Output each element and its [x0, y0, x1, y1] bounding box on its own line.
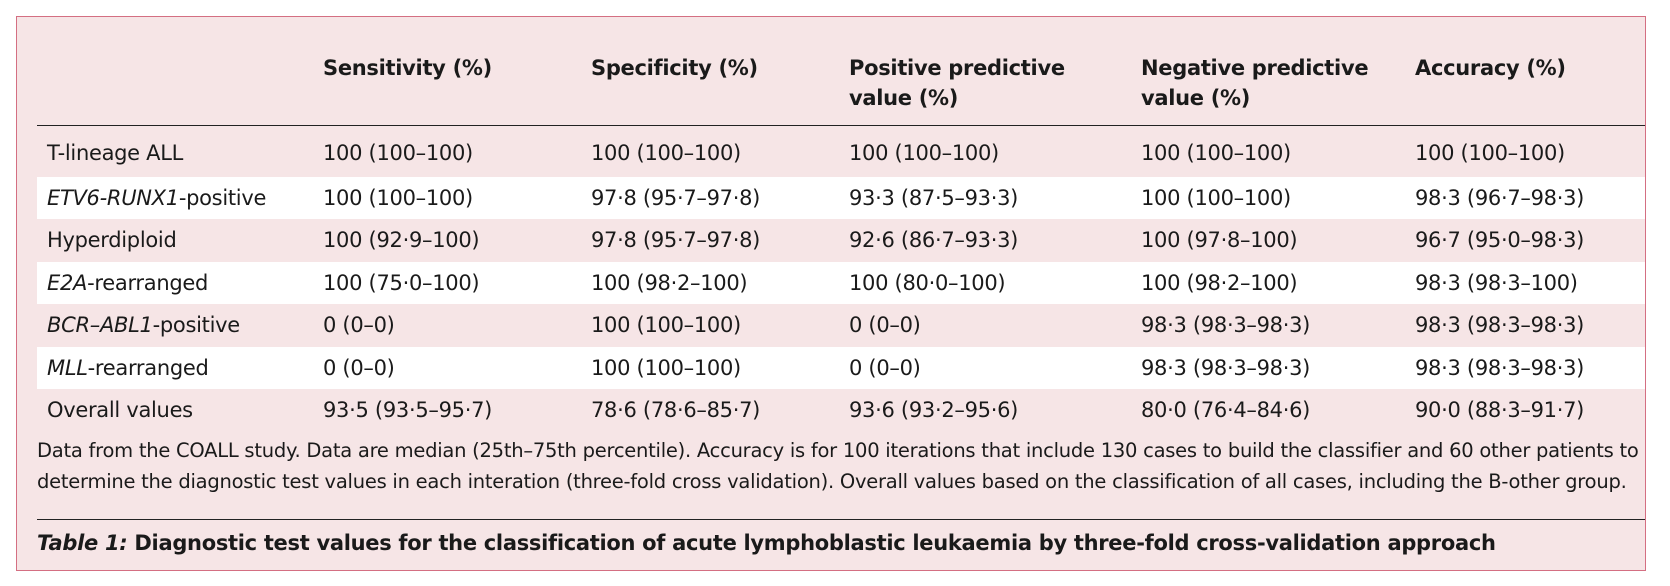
cell-specificity: 78·6 (78·6–85·7): [591, 398, 761, 423]
cell-accuracy: 98·3 (98·3–98·3): [1415, 313, 1585, 338]
cell-specificity: 100 (100–100): [591, 313, 741, 338]
table-row: MLL-rearranged 0 (0–0) 100 (100–100) 0 (0–0…: [37, 346, 1645, 389]
header-accuracy: Accuracy (%): [1415, 56, 1566, 80]
cell-accuracy: 90·0 (88·3–91·7): [1415, 398, 1585, 423]
row-label-text: -rearranged: [87, 355, 209, 380]
row-label: BCR–ABL1-positive: [37, 304, 313, 347]
row-label-text: -positive: [178, 185, 267, 210]
row-label-text: Hyperdiploid: [47, 228, 177, 253]
row-label: T-lineage ALL: [37, 125, 313, 177]
row-label: Hyperdiploid: [37, 219, 313, 262]
row-label-gene: E2A: [47, 270, 88, 295]
table-row: Overall values 93·5 (93·5–95·7) 78·6 (78·6…: [37, 389, 1645, 432]
table-footnote: Data from the COALL study. Data are medi…: [37, 439, 1639, 493]
header-sensitivity: Sensitivity (%): [323, 56, 492, 80]
cell-accuracy: 96·7 (95·0–98·3): [1415, 228, 1585, 253]
cell-sensitivity: 100 (100–100): [323, 141, 473, 165]
cell-sensitivity: 0 (0–0): [323, 313, 395, 338]
row-label: MLL-rearranged: [37, 346, 313, 389]
row-label: Overall values: [37, 389, 313, 432]
table-row: ETV6-RUNX1-positive 100 (100–100) 97·8 (95…: [37, 176, 1645, 219]
header-npv: Negative predictive value (%): [1141, 56, 1369, 110]
header-row: Sensitivity (%) Specificity (%) Positive…: [37, 36, 1645, 125]
cell-sensitivity: 100 (75·0–100): [313, 261, 581, 304]
cell-sensitivity: 0 (0–0): [313, 346, 581, 389]
cell-ppv: 100 (80·0–100): [839, 261, 1131, 304]
row-label: ETV6-RUNX1-positive: [37, 176, 313, 219]
row-label: E2A-rearranged: [37, 261, 313, 304]
cell-npv: 100 (100–100): [1131, 176, 1405, 219]
cell-accuracy: 98·3 (98·3–100): [1405, 261, 1645, 304]
cell-npv: 98·3 (98·3–98·3): [1141, 313, 1311, 338]
table-row: T-lineage ALL 100 (100–100) 100 (100–100) 1…: [37, 125, 1645, 177]
cell-sensitivity: 100 (100–100): [313, 176, 581, 219]
row-label-gene: MLL: [47, 355, 88, 380]
cell-ppv: 92·6 (86·7–93·3): [849, 228, 1019, 253]
caption-divider: [37, 519, 1645, 520]
cell-ppv: 0 (0–0): [839, 346, 1131, 389]
header-ppv: Positive predictive value (%): [849, 56, 1065, 110]
cell-specificity: 97·8 (95·7–97·8): [591, 228, 761, 253]
row-label-text: Overall values: [47, 398, 193, 423]
row-label-gene: BCR–ABL1: [47, 313, 153, 338]
caption-text: Diagnostic test values for the classific…: [127, 531, 1496, 555]
cell-npv: 100 (100–100): [1141, 141, 1291, 165]
cell-sensitivity: 100 (92·9–100): [323, 228, 480, 253]
cell-specificity: 100 (100–100): [591, 141, 741, 165]
cell-npv: 100 (97·8–100): [1141, 228, 1298, 253]
row-label-text: -rearranged: [87, 270, 209, 295]
cell-ppv: 93·3 (87·5–93·3): [839, 176, 1131, 219]
row-label-gene: ETV6-RUNX1: [47, 185, 179, 210]
header-label-column: [37, 36, 313, 125]
table-caption: Table 1: Diagnostic test values for the …: [37, 531, 1645, 555]
table-row: BCR–ABL1-positive 0 (0–0) 100 (100–100) 0 (…: [37, 304, 1645, 347]
diagnostic-table: Sensitivity (%) Specificity (%) Positive…: [37, 36, 1645, 432]
cell-specificity: 100 (100–100): [581, 346, 839, 389]
table-body: T-lineage ALL 100 (100–100) 100 (100–100) 1…: [37, 125, 1645, 432]
cell-specificity: 97·8 (95·7–97·8): [581, 176, 839, 219]
row-label-text: T-lineage ALL: [47, 141, 184, 165]
cell-npv: 98·3 (98·3–98·3): [1131, 346, 1405, 389]
cell-accuracy: 100 (100–100): [1415, 141, 1565, 165]
table-panel: Sensitivity (%) Specificity (%) Positive…: [16, 16, 1646, 571]
cell-npv: 100 (98·2–100): [1131, 261, 1405, 304]
cell-npv: 80·0 (76·4–84·6): [1141, 398, 1311, 423]
row-label-text: -positive: [152, 313, 241, 338]
table-row: Hyperdiploid 100 (92·9–100) 97·8 (95·7–97·…: [37, 219, 1645, 262]
table-row: E2A-rearranged 100 (75·0–100) 100 (98·2–10…: [37, 261, 1645, 304]
header-specificity: Specificity (%): [591, 56, 758, 80]
caption-label: Table 1:: [37, 531, 128, 555]
table-header: Sensitivity (%) Specificity (%) Positive…: [37, 36, 1645, 125]
cell-ppv: 93·6 (93·2–95·6): [849, 398, 1019, 423]
cell-ppv: 100 (100–100): [849, 141, 999, 165]
cell-specificity: 100 (98·2–100): [581, 261, 839, 304]
cell-accuracy: 98·3 (98·3–98·3): [1405, 346, 1645, 389]
cell-sensitivity: 93·5 (93·5–95·7): [323, 398, 493, 423]
cell-ppv: 0 (0–0): [849, 313, 921, 338]
cell-accuracy: 98·3 (96·7–98·3): [1405, 176, 1645, 219]
